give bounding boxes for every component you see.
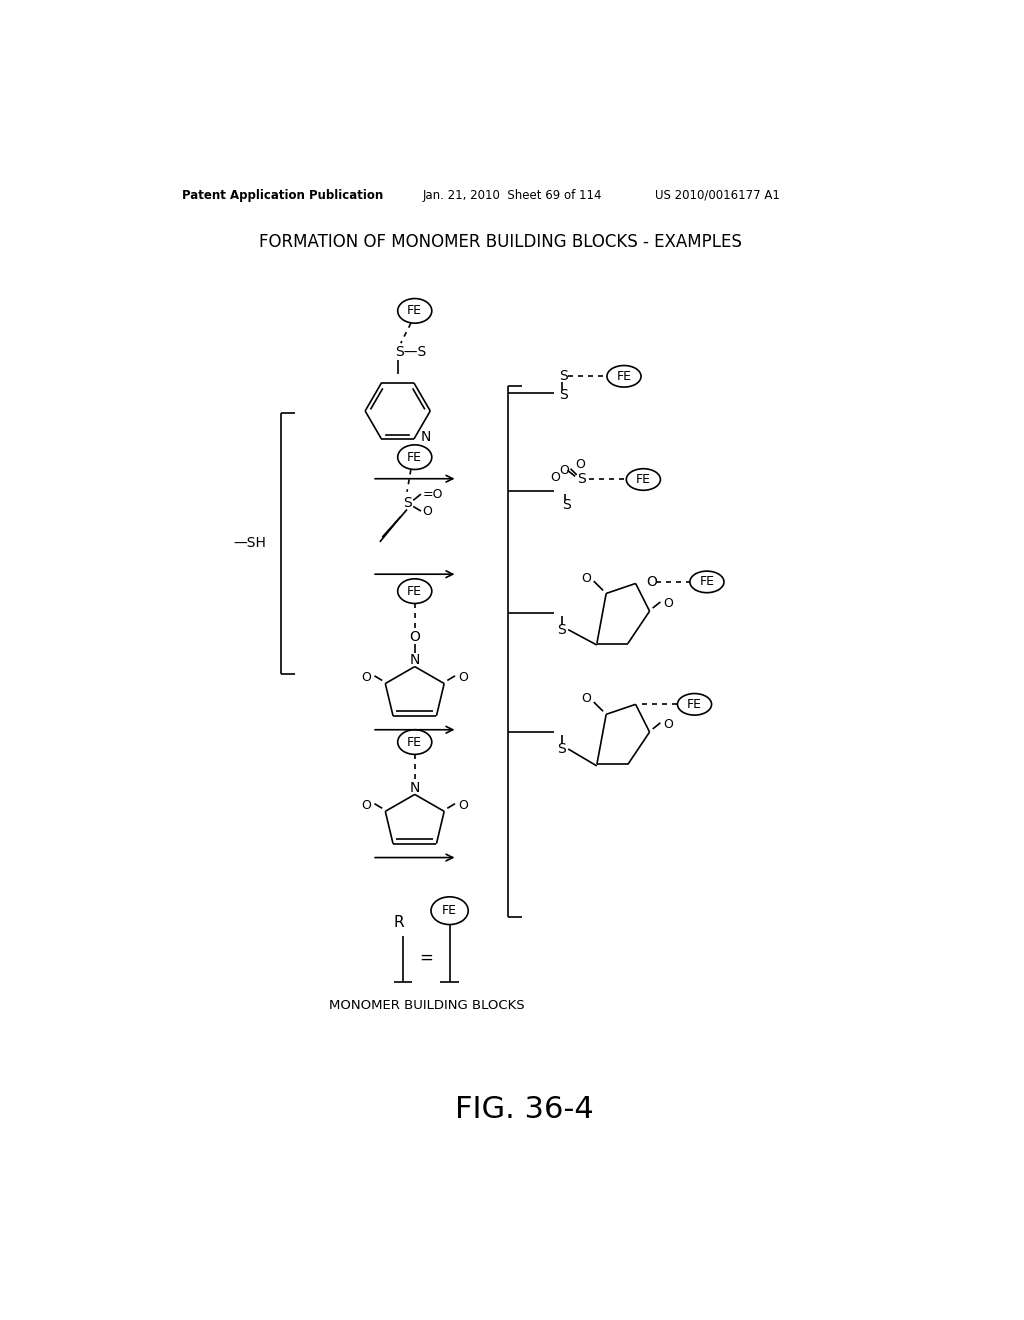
Text: O: O — [361, 671, 372, 684]
Text: FE: FE — [699, 576, 715, 589]
Text: Patent Application Publication: Patent Application Publication — [182, 189, 384, 202]
Text: =O: =O — [423, 487, 443, 500]
Text: —SH: —SH — [233, 536, 266, 550]
Text: S: S — [577, 473, 586, 487]
Text: O: O — [361, 799, 372, 812]
Text: FE: FE — [408, 735, 422, 748]
Text: S: S — [559, 388, 567, 401]
Text: FE: FE — [687, 698, 702, 711]
Text: O: O — [458, 671, 468, 684]
Text: S: S — [559, 370, 567, 383]
Text: O: O — [410, 631, 420, 644]
Text: FE: FE — [408, 305, 422, 317]
Text: S: S — [402, 496, 412, 511]
Text: S: S — [557, 623, 566, 636]
Text: O: O — [646, 576, 657, 589]
Text: O: O — [664, 718, 674, 731]
Text: O: O — [458, 799, 468, 812]
Text: FIG. 36-4: FIG. 36-4 — [456, 1094, 594, 1123]
Text: S: S — [557, 742, 566, 756]
Text: O: O — [664, 597, 674, 610]
Text: O: O — [550, 471, 560, 484]
Text: R: R — [394, 915, 404, 929]
Text: FE: FE — [616, 370, 632, 383]
Text: O: O — [574, 458, 585, 471]
Text: S—S: S—S — [395, 346, 427, 359]
Text: FORMATION OF MONOMER BUILDING BLOCKS - EXAMPLES: FORMATION OF MONOMER BUILDING BLOCKS - E… — [259, 232, 741, 251]
Text: N: N — [410, 781, 420, 795]
Text: =: = — [420, 949, 433, 966]
Text: O: O — [581, 572, 591, 585]
Text: MONOMER BUILDING BLOCKS: MONOMER BUILDING BLOCKS — [329, 999, 524, 1012]
Text: O: O — [559, 463, 569, 477]
Text: FE: FE — [442, 904, 457, 917]
Text: FE: FE — [408, 450, 422, 463]
Text: N: N — [420, 430, 430, 445]
Text: S: S — [562, 498, 570, 512]
Text: Jan. 21, 2010  Sheet 69 of 114: Jan. 21, 2010 Sheet 69 of 114 — [423, 189, 602, 202]
Text: N: N — [410, 653, 420, 668]
Text: US 2010/0016177 A1: US 2010/0016177 A1 — [655, 189, 780, 202]
Text: FE: FE — [408, 585, 422, 598]
Text: FE: FE — [636, 473, 651, 486]
Text: O: O — [581, 693, 591, 705]
Text: O: O — [423, 504, 432, 517]
